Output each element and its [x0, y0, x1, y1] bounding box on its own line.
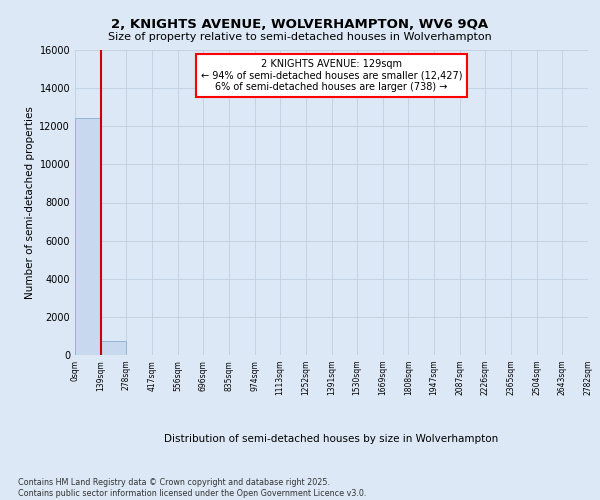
- X-axis label: Distribution of semi-detached houses by size in Wolverhampton: Distribution of semi-detached houses by …: [164, 434, 499, 444]
- Text: 2, KNIGHTS AVENUE, WOLVERHAMPTON, WV6 9QA: 2, KNIGHTS AVENUE, WOLVERHAMPTON, WV6 9Q…: [112, 18, 488, 30]
- Y-axis label: Number of semi-detached properties: Number of semi-detached properties: [25, 106, 35, 299]
- Text: 2 KNIGHTS AVENUE: 129sqm
← 94% of semi-detached houses are smaller (12,427)
6% o: 2 KNIGHTS AVENUE: 129sqm ← 94% of semi-d…: [201, 59, 462, 92]
- Bar: [75, 118, 101, 355]
- Bar: [101, 341, 127, 355]
- Text: Size of property relative to semi-detached houses in Wolverhampton: Size of property relative to semi-detach…: [108, 32, 492, 42]
- Text: Contains HM Land Registry data © Crown copyright and database right 2025.
Contai: Contains HM Land Registry data © Crown c…: [18, 478, 367, 498]
